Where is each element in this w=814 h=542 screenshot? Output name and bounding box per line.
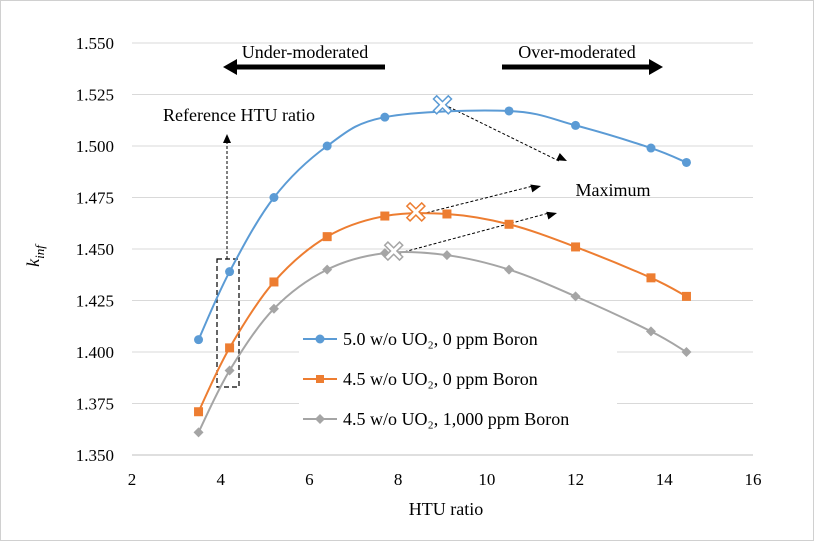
data-point bbox=[645, 326, 656, 337]
data-point bbox=[681, 291, 691, 301]
data-point bbox=[225, 343, 235, 353]
y-tick-label: 1.475 bbox=[76, 189, 114, 208]
series-line-3 bbox=[197, 250, 687, 433]
data-point bbox=[681, 157, 691, 167]
data-point bbox=[570, 291, 581, 302]
data-point bbox=[681, 347, 692, 357]
legend-label-3: 4.5 w/o UO₂, 1,000 ppm Boron bbox=[343, 409, 569, 429]
data-point bbox=[224, 365, 235, 376]
data-point bbox=[268, 303, 279, 314]
series-line-1 bbox=[197, 109, 687, 341]
y-tick-label: 1.500 bbox=[76, 137, 114, 156]
data-point bbox=[380, 112, 390, 122]
y-tick-label: 1.525 bbox=[76, 86, 114, 105]
maximum-arrowhead bbox=[546, 211, 557, 220]
maximum-arrow bbox=[399, 212, 550, 254]
y-axis-title-subscript: inf bbox=[32, 243, 47, 259]
data-point bbox=[504, 106, 514, 116]
data-point bbox=[193, 427, 204, 438]
legend: 5.0 w/o UO₂, 0 ppm Boron 4.5 w/o UO₂, 0 … bbox=[299, 321, 617, 437]
x-tick-label: 8 bbox=[394, 470, 403, 489]
data-point bbox=[269, 193, 279, 202]
legend-item-2: 4.5 w/o UO₂, 0 ppm Boron bbox=[303, 369, 538, 389]
data-point bbox=[322, 264, 333, 275]
data-point bbox=[441, 250, 452, 261]
under-moderated-arrowhead bbox=[223, 59, 237, 75]
over-moderated-label: Over-moderated bbox=[518, 42, 636, 62]
over-moderated-arrowhead bbox=[649, 59, 663, 75]
maximum-markers bbox=[383, 94, 453, 262]
reference-arrowhead bbox=[223, 134, 231, 143]
data-point bbox=[504, 219, 514, 229]
legend-label-2: 4.5 w/o UO₂, 0 ppm Boron bbox=[343, 369, 538, 389]
data-point bbox=[322, 141, 332, 151]
legend-item-3: 4.5 w/o UO₂, 1,000 ppm Boron bbox=[303, 409, 569, 429]
x-axis-title: HTU ratio bbox=[409, 499, 483, 519]
data-point bbox=[442, 209, 452, 219]
y-tick-label: 1.350 bbox=[76, 446, 114, 465]
reference-label: Reference HTU ratio bbox=[163, 105, 315, 125]
annotations: Under-moderated Over-moderated Reference… bbox=[163, 42, 663, 388]
data-point bbox=[380, 211, 390, 221]
legend-marker-1 bbox=[315, 334, 325, 344]
x-tick-labels: 2 4 6 8 10 12 14 16 bbox=[128, 470, 762, 489]
data-point bbox=[571, 242, 581, 252]
data-point bbox=[646, 143, 656, 153]
y-tick-label: 1.425 bbox=[76, 292, 114, 311]
data-point bbox=[571, 120, 581, 130]
maximum-arrowhead bbox=[530, 184, 541, 193]
legend-item-1: 5.0 w/o UO₂, 0 ppm Boron bbox=[303, 329, 538, 349]
data-point bbox=[322, 232, 332, 242]
legend-background bbox=[299, 321, 617, 437]
data-point bbox=[646, 273, 656, 283]
x-tick-label: 4 bbox=[216, 470, 225, 489]
maximum-marker-1 bbox=[432, 94, 453, 115]
maximum-marker-3 bbox=[383, 240, 404, 262]
x-tick-label: 12 bbox=[567, 470, 584, 489]
data-point bbox=[194, 335, 204, 345]
maximum-label: Maximum bbox=[576, 180, 651, 200]
y-tick-label: 1.550 bbox=[76, 34, 114, 53]
y-axis-title: kinf bbox=[23, 243, 47, 267]
x-tick-label: 16 bbox=[745, 470, 762, 489]
data-point bbox=[225, 267, 235, 277]
x-tick-label: 10 bbox=[478, 470, 495, 489]
legend-marker-3 bbox=[315, 414, 325, 424]
legend-label-1: 5.0 w/o UO₂, 0 ppm Boron bbox=[343, 329, 538, 349]
maximum-arrow bbox=[421, 185, 534, 215]
under-moderated-label: Under-moderated bbox=[242, 42, 369, 62]
maximum-arrowhead bbox=[556, 153, 567, 161]
data-point bbox=[269, 277, 279, 287]
x-tick-label: 2 bbox=[128, 470, 137, 489]
y-tick-label: 1.450 bbox=[76, 240, 114, 259]
series-markers bbox=[193, 106, 692, 438]
grid-lines bbox=[132, 42, 753, 404]
x-tick-label: 14 bbox=[656, 470, 674, 489]
y-tick-labels: 1.350 1.375 1.400 1.425 1.450 1.475 1.500 1.525… bbox=[76, 34, 114, 465]
data-point bbox=[194, 407, 204, 417]
maximum-arrows bbox=[399, 106, 567, 254]
y-tick-label: 1.375 bbox=[76, 395, 114, 414]
y-axis-title-main: k bbox=[23, 258, 43, 267]
data-point bbox=[504, 264, 515, 275]
y-tick-label: 1.400 bbox=[76, 343, 114, 362]
maximum-arrow bbox=[448, 106, 560, 162]
maximum-marker-2 bbox=[405, 201, 426, 222]
reference-box bbox=[216, 258, 240, 388]
x-tick-label: 6 bbox=[305, 470, 314, 489]
legend-marker-2 bbox=[316, 375, 324, 383]
